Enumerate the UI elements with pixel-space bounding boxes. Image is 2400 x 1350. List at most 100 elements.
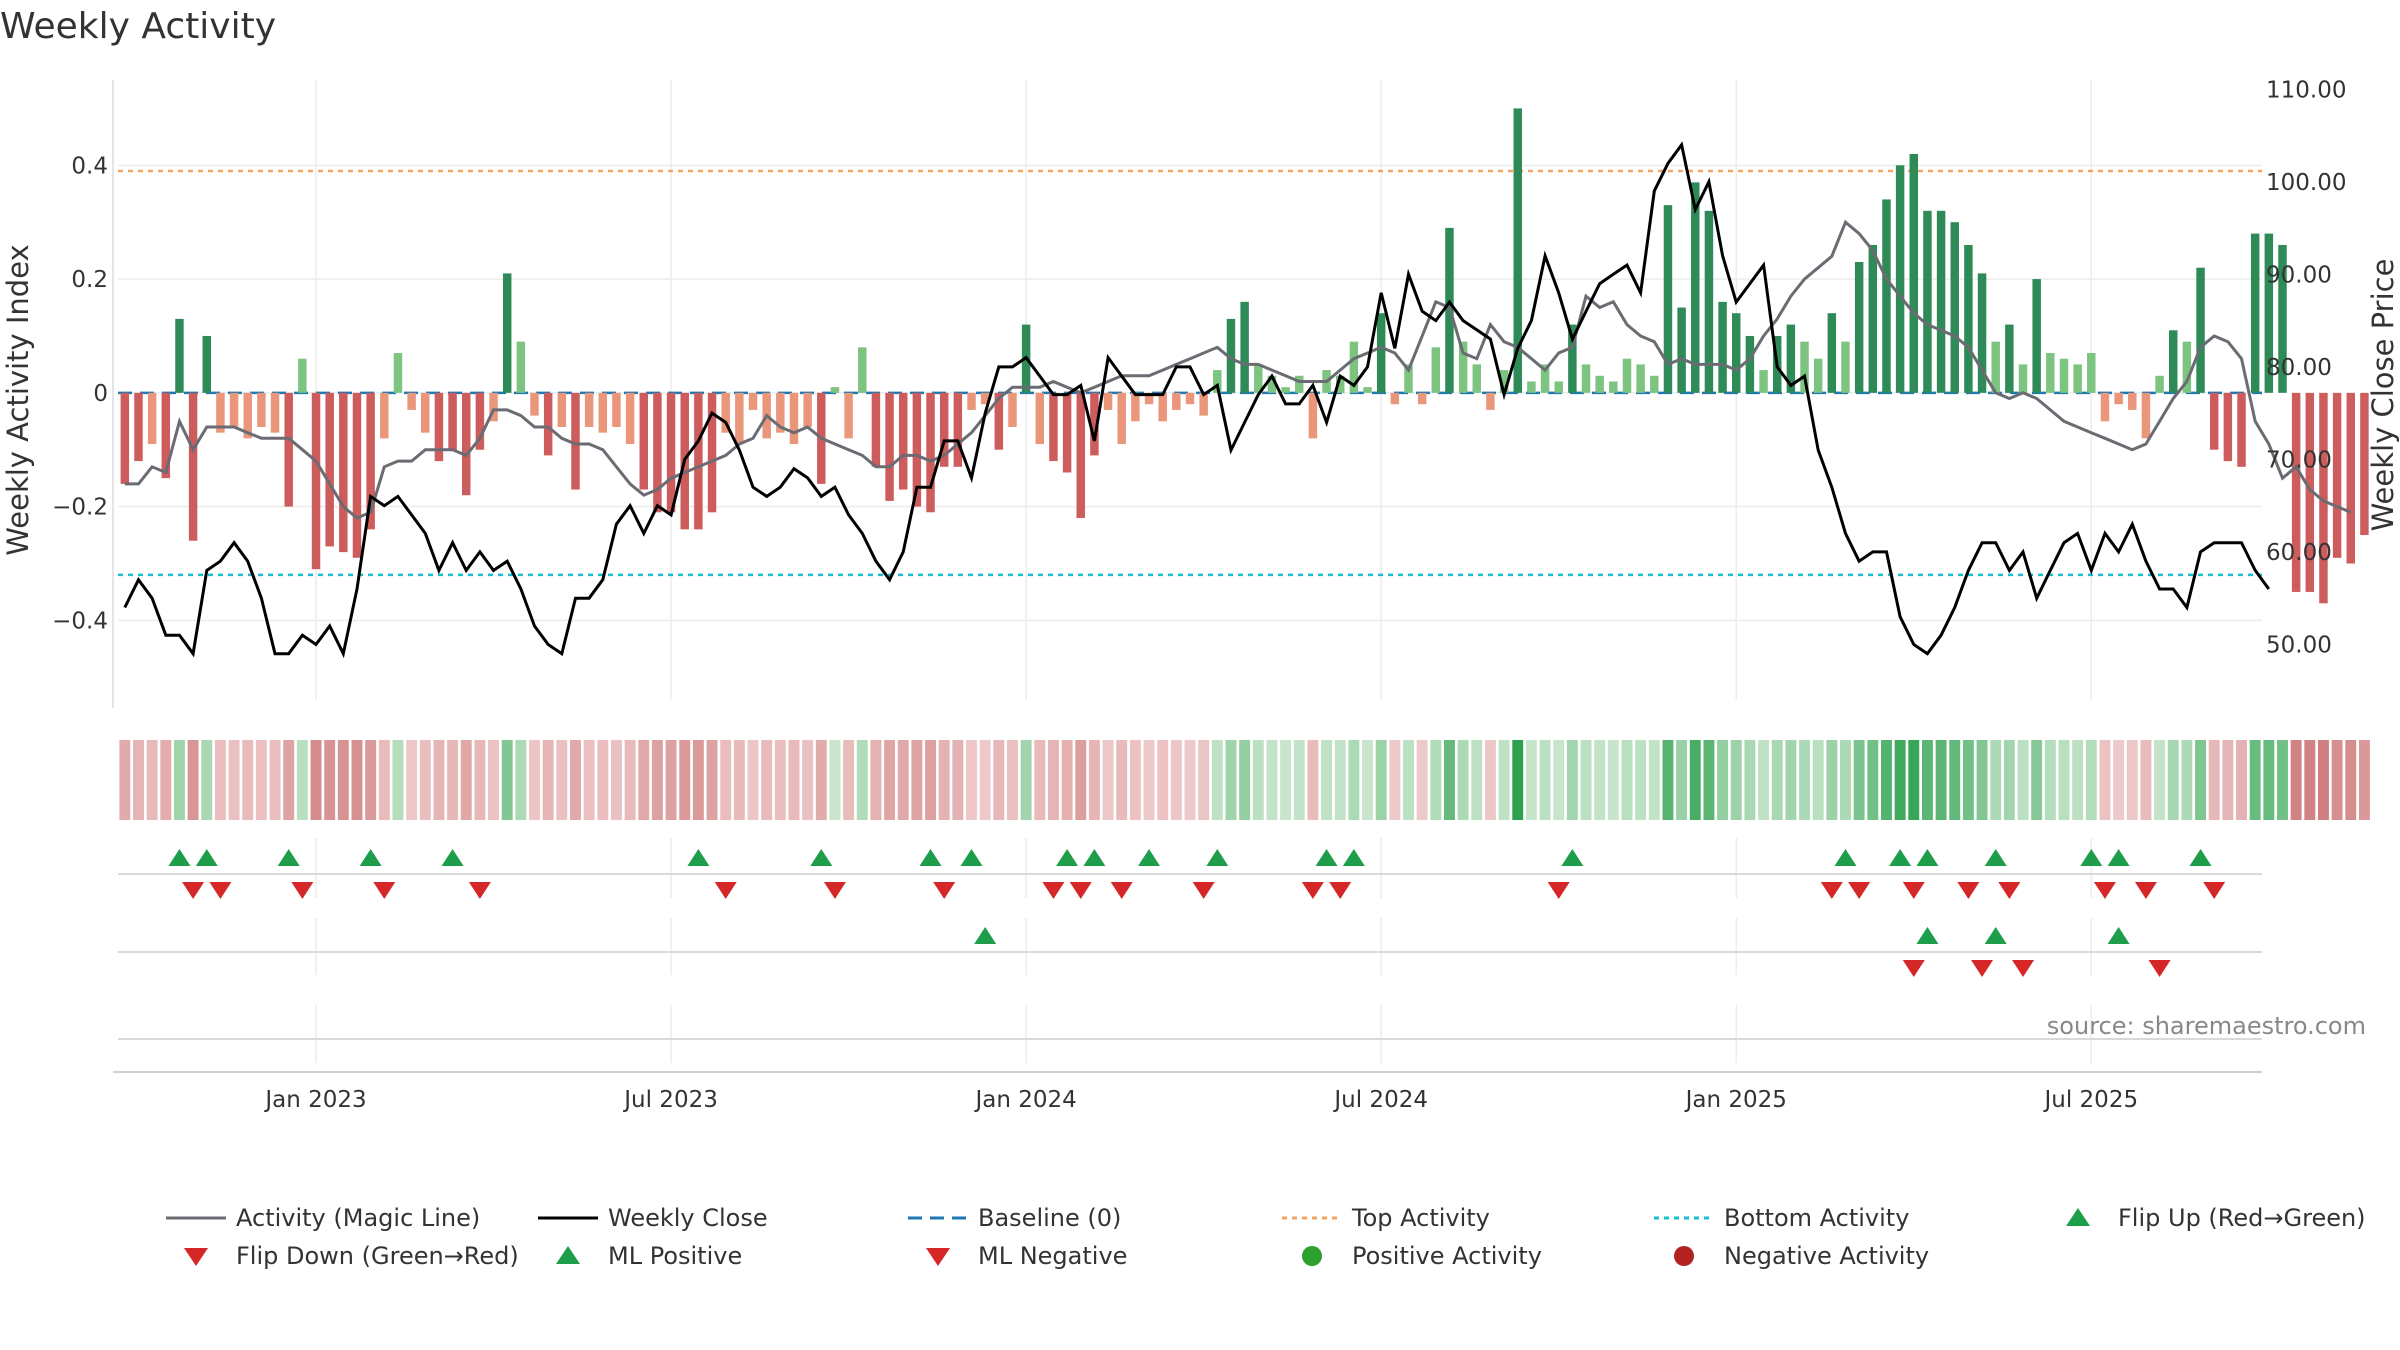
heat-cell [146, 740, 158, 820]
activity-bar [871, 392, 881, 467]
heat-cell [2358, 740, 2370, 820]
activity-bar [1759, 370, 1768, 393]
heat-cell [925, 740, 936, 820]
activity-bar [1090, 392, 1099, 456]
activity-bar [666, 392, 676, 513]
activity-bar [980, 392, 990, 405]
activity-bar [1213, 370, 1222, 393]
activity-bar [1800, 341, 1809, 393]
activity-bar [653, 392, 662, 513]
activity-bar [1554, 381, 1563, 393]
activity-bar [1349, 341, 1359, 393]
flip-up-marker [1984, 849, 2007, 866]
activity-bar [1008, 392, 1017, 427]
heat-cell [119, 740, 131, 820]
heat-cell [1280, 740, 1292, 820]
activity-bar [1622, 358, 1632, 393]
activity-bar [844, 392, 853, 439]
heat-cell [406, 740, 418, 820]
activity-bar [2032, 279, 2041, 393]
activity-bar [1062, 392, 1072, 473]
activity-bar [2059, 358, 2069, 393]
heat-cell [201, 740, 213, 820]
heat-cell [2263, 740, 2275, 820]
activity-bar [1172, 392, 1181, 410]
activity-bar [1049, 392, 1058, 462]
heat-cell [1457, 740, 1469, 820]
heat-cell [1239, 740, 1251, 820]
heat-cell [624, 740, 636, 820]
heat-cell [884, 740, 896, 820]
heat-cell [1116, 740, 1128, 820]
heat-cell [1184, 740, 1196, 820]
activity-bar [1786, 324, 1796, 393]
heat-cell [583, 740, 595, 820]
heat-cell [1648, 740, 1660, 820]
activity-bar [502, 273, 512, 393]
heat-cell [1676, 740, 1688, 820]
heat-cell [966, 740, 977, 820]
heat-cell [133, 740, 144, 820]
activity-bar [830, 387, 840, 393]
flip-down-marker [1192, 882, 1215, 899]
heat-cell [2181, 740, 2193, 820]
y-left-tick-label: −0.4 [52, 608, 108, 634]
flip-up-marker [441, 849, 464, 866]
activity-bar [530, 392, 539, 416]
heat-cell [2154, 740, 2166, 820]
heat-cell [255, 740, 267, 820]
activity-bar [1991, 341, 2000, 393]
activity-bar [2046, 353, 2055, 393]
heat-cell [1730, 740, 1742, 820]
legend-swatch [184, 1248, 208, 1266]
heat-cell [597, 740, 609, 820]
ml-positive-marker [974, 927, 997, 944]
activity-bar [598, 392, 608, 433]
activity-bar [216, 392, 225, 433]
activity-bar [953, 392, 963, 467]
activity-bar [461, 392, 471, 496]
activity-bar [1964, 244, 1973, 393]
heat-cell [1047, 740, 1059, 820]
heat-cell [160, 740, 172, 820]
activity-bar [434, 392, 444, 462]
heat-cell [337, 740, 349, 820]
activity-bar [311, 392, 321, 570]
activity-bar [1131, 392, 1140, 422]
activity-bar [612, 392, 621, 427]
heat-cell [1088, 740, 1100, 820]
heat-cell [1553, 740, 1565, 820]
heat-cell [1252, 740, 1264, 820]
flip-up-marker [2189, 849, 2212, 866]
flip-down-marker [291, 882, 314, 899]
activity-bar [1663, 205, 1673, 393]
y-left-tick-label: −0.2 [52, 495, 108, 521]
legend-label: ML Negative [978, 1242, 1127, 1270]
activity-bar [2155, 375, 2164, 393]
heat-cell [1334, 740, 1346, 820]
activity-bar [134, 392, 143, 462]
activity-bar [1691, 182, 1700, 393]
activity-bar [339, 392, 348, 553]
activity-bar [120, 392, 130, 484]
activity-bar [967, 392, 976, 410]
flip-down-marker [1820, 882, 1843, 899]
activity-bar [1923, 210, 1932, 393]
activity-bar [1909, 153, 1919, 393]
activity-bar [898, 392, 908, 490]
flip-down-marker [209, 882, 232, 899]
heat-cell [1102, 740, 1114, 820]
heat-cell [788, 740, 800, 820]
activity-bar [1458, 341, 1468, 393]
activity-bar [2141, 392, 2151, 439]
heat-cell [1375, 740, 1387, 820]
heat-cell [610, 740, 622, 820]
y-right-tick-label: 110.00 [2266, 77, 2346, 103]
activity-bar [2182, 341, 2192, 393]
activity-bar [1226, 318, 1236, 393]
legend-item: Baseline (0) [908, 1204, 1121, 1232]
activity-bar [2332, 392, 2342, 558]
activity-bar [1882, 199, 1891, 393]
heat-cell [1362, 740, 1373, 820]
activity-bar [1076, 392, 1085, 518]
